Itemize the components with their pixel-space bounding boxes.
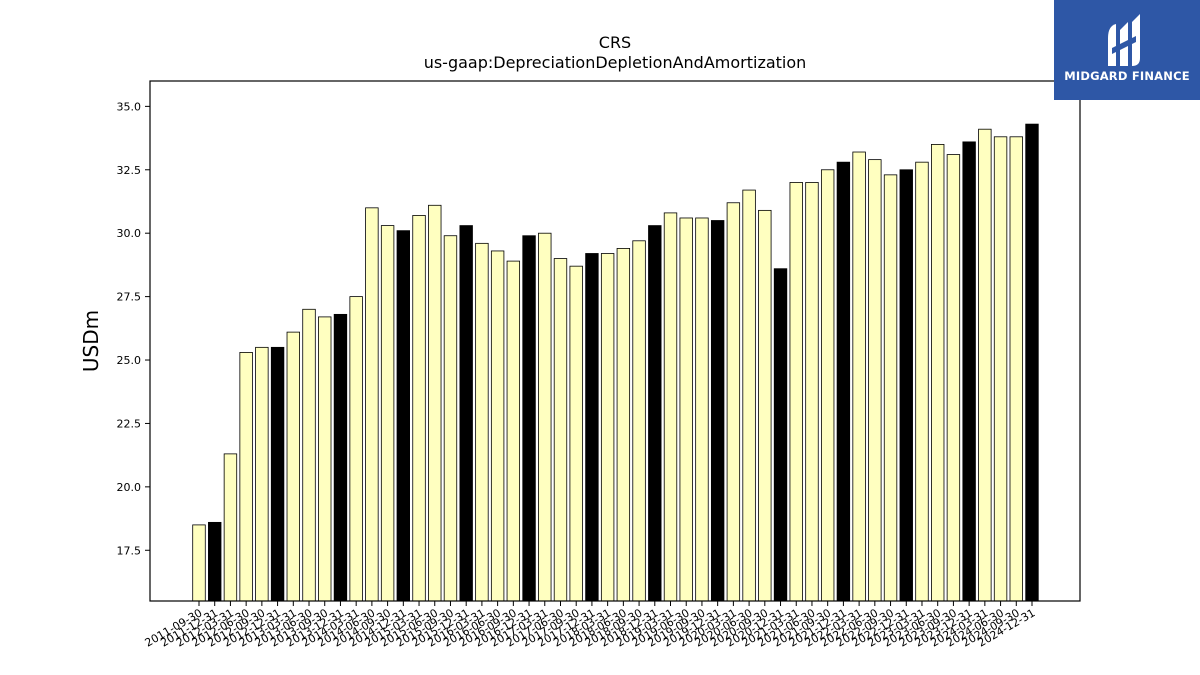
bar-2018-12-31: [648, 225, 662, 602]
bar-2020-03-31: [726, 202, 741, 602]
bar-2020-12-31: [773, 268, 788, 602]
bar-2021-06-30: [805, 182, 819, 602]
bar-2022-03-31: [852, 151, 866, 602]
bar-2016-03-31: [475, 242, 489, 602]
bar-2012-03-31: [223, 453, 238, 602]
bar-2023-03-31: [915, 161, 929, 602]
bar-2019-12-31: [710, 220, 725, 602]
bar-2011-12-31: [208, 521, 222, 602]
bar-2012-09-30: [255, 346, 269, 602]
bar-2023-06-30: [931, 144, 945, 602]
bar-2011-09-30: [192, 524, 206, 602]
bar-2013-03-31: [286, 331, 300, 602]
bar-2023-12-31: [962, 141, 976, 602]
bar-2024-06-30: [993, 136, 1008, 602]
bar-2013-12-31: [333, 313, 348, 602]
chart-title: CRS: [599, 33, 631, 52]
bar-2018-06-30: [616, 248, 631, 602]
bar-2021-12-31: [836, 161, 851, 602]
brand-name: MIDGARD FINANCE: [1064, 69, 1190, 83]
bar-2013-06-30: [302, 308, 316, 602]
x-ticks-group: 2011-09-302011-12-312012-03-312012-06-30…: [143, 601, 1038, 650]
bar-2015-06-30: [428, 204, 442, 602]
bar-2019-03-31: [663, 212, 678, 602]
bar-2017-03-31: [538, 232, 552, 602]
bar-2021-03-31: [789, 182, 803, 602]
bar-2020-06-30: [742, 189, 756, 602]
bar-2015-03-31: [412, 215, 426, 602]
bar-2015-09-30: [443, 235, 458, 602]
plot-frame: [149, 80, 1081, 602]
y-tick-label: 20.0: [117, 481, 142, 494]
bar-2018-09-30: [632, 240, 646, 602]
bar-2013-09-30: [318, 316, 332, 602]
y-tick-label: 25.0: [117, 354, 142, 367]
bar-2019-09-30: [695, 217, 709, 602]
bar-2012-12-31: [270, 346, 285, 602]
bar-2016-12-31: [522, 235, 536, 602]
bar-2024-03-31: [978, 128, 992, 602]
y-tick-label: 22.5: [117, 417, 142, 430]
bar-2014-03-31: [349, 296, 363, 602]
bar-2014-09-30: [380, 225, 395, 602]
y-tick-label: 32.5: [117, 164, 142, 177]
bar-2017-09-30: [569, 265, 583, 602]
bar-2019-06-30: [679, 217, 693, 602]
bar-2024-12-31: [1025, 123, 1039, 602]
bars-group: [192, 123, 1039, 602]
bar-2014-06-30: [365, 207, 379, 602]
chart-subtitle: us-gaap:DepreciationDepletionAndAmortiza…: [424, 53, 807, 72]
bar-2022-09-30: [883, 174, 898, 602]
bar-2018-03-31: [600, 253, 615, 602]
bar-2024-09-30: [1009, 136, 1023, 602]
bar-2020-09-30: [758, 209, 772, 602]
bar-2017-12-31: [585, 253, 599, 602]
y-ticks-group: 17.5 20.0 22.5 25.0 27.5 30.0 32.5 35.0: [117, 100, 150, 557]
bar-2016-06-30: [490, 250, 505, 602]
bar-2016-09-30: [506, 260, 521, 602]
bar-2014-12-31: [396, 230, 410, 602]
y-tick-label: 30.0: [117, 227, 142, 240]
y-tick-label: 17.5: [117, 544, 142, 557]
y-tick-label: 35.0: [117, 100, 142, 113]
bar-2023-09-30: [946, 154, 961, 602]
bar-2015-12-31: [459, 225, 473, 602]
bar-2021-09-30: [820, 169, 835, 602]
bar-2022-12-31: [899, 169, 913, 602]
y-tick-label: 27.5: [117, 291, 142, 304]
bar-2012-06-30: [239, 352, 253, 602]
y-axis-label: USDm: [79, 310, 103, 372]
bar-2022-06-30: [868, 159, 882, 602]
midgard-logo-icon: [1108, 14, 1140, 66]
brand-logo: MIDGARD FINANCE: [1054, 0, 1200, 100]
bar-2017-06-30: [553, 258, 568, 602]
